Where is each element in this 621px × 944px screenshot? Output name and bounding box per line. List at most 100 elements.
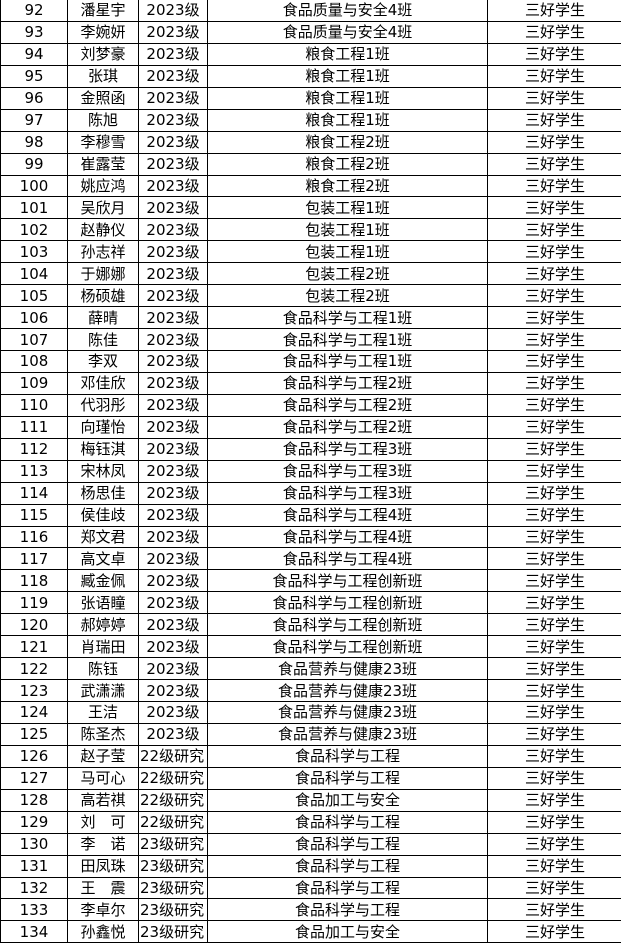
row-number-cell: 115 [0, 503, 68, 527]
class-name-cell: 食品营养与健康23班 [207, 657, 488, 681]
award-cell: 三好学生 [487, 591, 621, 615]
class-name-cell: 食品科学与工程3班 [207, 481, 488, 505]
class-name-cell: 食品科学与工程创新班 [207, 613, 488, 637]
award-cell: 三好学生 [487, 240, 621, 264]
grade-cell: 2023级 [138, 722, 208, 746]
award-cell: 三好学生 [487, 262, 621, 286]
student-name-cell: 李双 [67, 350, 139, 373]
table-row: 97 陈旭 2023级 粮食工程1班 三好学生 [0, 108, 621, 132]
table-row: 107 陈佳 2023级 食品科学与工程1班 三好学生 [0, 328, 621, 351]
class-name-cell: 食品科学与工程3班 [207, 437, 488, 461]
grade-cell: 2023级 [138, 371, 208, 395]
table-row: 123 武潇潇 2023级 食品营养与健康23班 三好学生 [0, 679, 621, 702]
grade-cell: 2023级 [138, 679, 208, 702]
class-name-cell: 包装工程1班 [207, 240, 488, 264]
award-cell: 三好学生 [487, 657, 621, 681]
student-name-cell: 邓佳欣 [67, 371, 139, 395]
award-cell: 三好学生 [487, 722, 621, 746]
class-name-cell: 食品质量与安全4班 [207, 0, 488, 22]
grade-cell: 2023级 [138, 657, 208, 681]
row-number-cell: 102 [0, 218, 68, 242]
row-number-cell: 118 [0, 569, 68, 593]
class-name-cell: 包装工程2班 [207, 262, 488, 286]
grade-cell: 2023级 [138, 415, 208, 439]
student-name-cell: 李穆雪 [67, 130, 139, 154]
class-name-cell: 食品科学与工程创新班 [207, 635, 488, 659]
class-name-cell: 食品科学与工程 [207, 766, 488, 790]
grade-cell: 2023级 [138, 174, 208, 198]
grade-cell: 23级研究 [138, 832, 208, 856]
class-name-cell: 食品科学与工程 [207, 744, 488, 768]
grade-cell: 2023级 [138, 328, 208, 351]
student-name-cell: 杨思佳 [67, 481, 139, 505]
table-row: 130 李 诺 23级研究 食品科学与工程 三好学生 [0, 832, 621, 856]
table-row: 132 王 震 23级研究 食品科学与工程 三好学生 [0, 876, 621, 900]
row-number-cell: 113 [0, 459, 68, 483]
class-name-cell: 食品科学与工程1班 [207, 350, 488, 373]
award-cell: 三好学生 [487, 350, 621, 373]
award-cell: 三好学生 [487, 766, 621, 790]
grade-cell: 22级研究 [138, 810, 208, 834]
row-number-cell: 128 [0, 788, 68, 812]
grade-cell: 2023级 [138, 20, 208, 44]
row-number-cell: 95 [0, 64, 68, 88]
student-name-cell: 李 诺 [67, 832, 139, 856]
award-cell: 三好学生 [487, 371, 621, 395]
row-number-cell: 117 [0, 547, 68, 571]
table-row: 121 肖瑞田 2023级 食品科学与工程创新班 三好学生 [0, 635, 621, 659]
student-name-cell: 郑文君 [67, 525, 139, 549]
award-cell: 三好学生 [487, 108, 621, 132]
student-name-cell: 李卓尔 [67, 898, 139, 922]
grade-cell: 2023级 [138, 437, 208, 461]
award-cell: 三好学生 [487, 459, 621, 483]
award-cell: 三好学生 [487, 547, 621, 571]
row-number-cell: 109 [0, 371, 68, 395]
table-row: 128 高若祺 22级研究 食品加工与安全 三好学生 [0, 788, 621, 812]
student-name-cell: 金照函 [67, 86, 139, 110]
student-name-cell: 于娜娜 [67, 262, 139, 286]
student-name-cell: 高文卓 [67, 547, 139, 571]
row-number-cell: 134 [0, 920, 68, 944]
row-number-cell: 99 [0, 152, 68, 176]
class-name-cell: 食品科学与工程 [207, 832, 488, 856]
grade-cell: 2023级 [138, 569, 208, 593]
table-row: 120 郝婷婷 2023级 食品科学与工程创新班 三好学生 [0, 613, 621, 637]
student-name-cell: 潘星宇 [67, 0, 139, 22]
table-row: 109 邓佳欣 2023级 食品科学与工程2班 三好学生 [0, 371, 621, 395]
table-row: 126 赵子莹 22级研究 食品科学与工程 三好学生 [0, 744, 621, 768]
table-row: 134 孙鑫悦 23级研究 食品加工与安全 三好学生 [0, 920, 621, 944]
class-name-cell: 食品科学与工程创新班 [207, 569, 488, 593]
row-number-cell: 133 [0, 898, 68, 922]
row-number-cell: 129 [0, 810, 68, 834]
award-cell: 三好学生 [487, 898, 621, 922]
award-cell: 三好学生 [487, 284, 621, 308]
table-row: 106 薛晴 2023级 食品科学与工程1班 三好学生 [0, 306, 621, 330]
class-name-cell: 食品科学与工程创新班 [207, 591, 488, 615]
grade-cell: 2023级 [138, 591, 208, 615]
student-name-cell: 宋林凤 [67, 459, 139, 483]
student-name-cell: 赵静仪 [67, 218, 139, 242]
table-row: 131 田凤珠 23级研究 食品科学与工程 三好学生 [0, 854, 621, 878]
class-name-cell: 食品科学与工程2班 [207, 393, 488, 417]
student-name-cell: 张语瞳 [67, 591, 139, 615]
table-row: 117 高文卓 2023级 食品科学与工程4班 三好学生 [0, 547, 621, 571]
award-cell: 三好学生 [487, 481, 621, 505]
row-number-cell: 119 [0, 591, 68, 615]
award-cell: 三好学生 [487, 613, 621, 637]
award-cell: 三好学生 [487, 854, 621, 878]
table-row: 105 杨硕雄 2023级 包装工程2班 三好学生 [0, 284, 621, 308]
student-name-cell: 高若祺 [67, 788, 139, 812]
table-row: 133 李卓尔 23级研究 食品科学与工程 三好学生 [0, 898, 621, 922]
grade-cell: 22级研究 [138, 744, 208, 768]
class-name-cell: 粮食工程2班 [207, 152, 488, 176]
row-number-cell: 116 [0, 525, 68, 549]
award-cell: 三好学生 [487, 64, 621, 88]
table-row: 129 刘 可 22级研究 食品科学与工程 三好学生 [0, 810, 621, 834]
grade-cell: 2023级 [138, 701, 208, 724]
grade-cell: 22级研究 [138, 788, 208, 812]
award-cell: 三好学生 [487, 810, 621, 834]
award-cell: 三好学生 [487, 393, 621, 417]
student-name-cell: 武潇潇 [67, 679, 139, 702]
row-number-cell: 120 [0, 613, 68, 637]
